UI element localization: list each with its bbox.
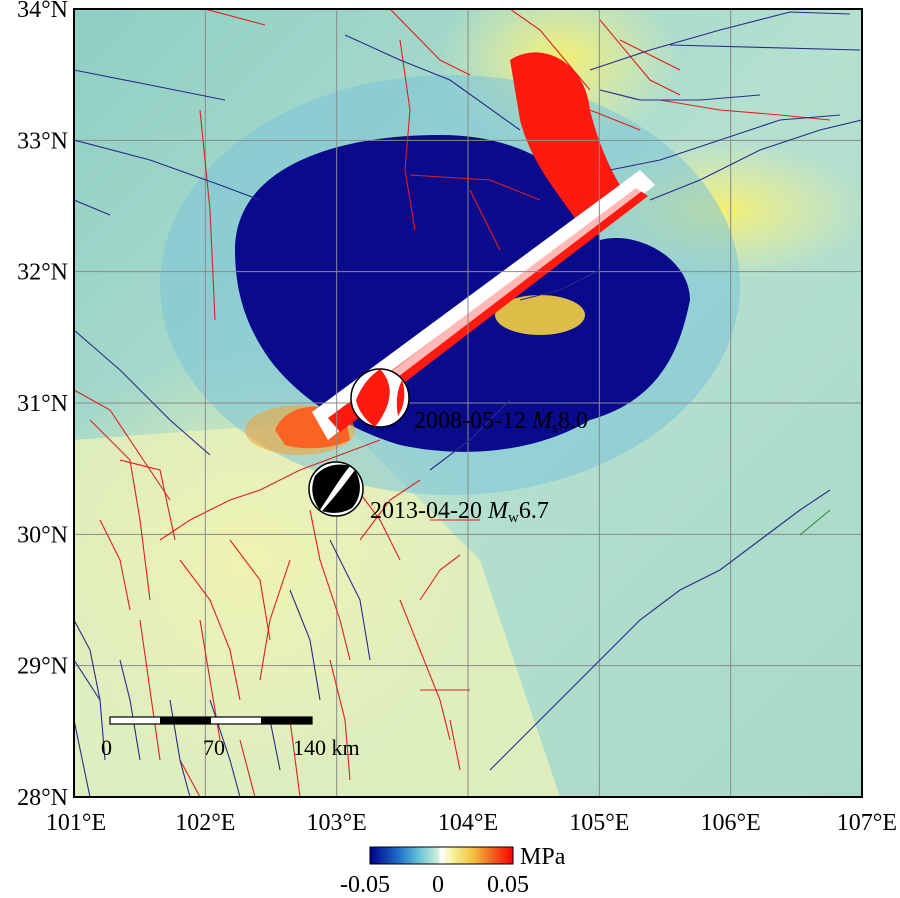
lat-tick-label: 30°N: [17, 522, 68, 548]
lat-tick-label: 32°N: [17, 260, 68, 286]
scale-bar: 0 70 140 km: [101, 716, 360, 760]
map-frame: [73, 8, 863, 798]
lat-tick-label: 28°N: [17, 785, 68, 811]
colorbar-tick-min: -0.05: [340, 872, 390, 898]
lon-tick-label: 102°E: [175, 810, 235, 836]
stress-field: [74, 9, 862, 797]
scale-label-140: 140 km: [293, 735, 360, 760]
lon-tick-label: 103°E: [307, 810, 367, 836]
scale-label-70: 70: [203, 735, 225, 760]
lon-tick-label: 101°E: [46, 810, 106, 836]
colorbar-tick-zero: 0: [432, 872, 444, 898]
colorbar: MPa -0.05 0 0.05: [340, 844, 566, 898]
event-label-2013: 2013-04-20 Mw6.7: [370, 498, 549, 526]
scale-label-0: 0: [101, 735, 112, 760]
beach-ball-2008: [350, 368, 410, 428]
graticule: [74, 9, 862, 797]
lon-tick-label: 104°E: [438, 810, 498, 836]
colorbar-tick-max: 0.05: [487, 872, 529, 898]
lat-tick-label: 34°N: [17, 0, 68, 23]
lon-tick-label: 105°E: [569, 810, 629, 836]
lat-tick-label: 33°N: [17, 128, 68, 154]
rupture-plane: [312, 170, 655, 440]
latitude-axis: 28°N 29°N 30°N 31°N 32°N 33°N 34°N: [17, 0, 68, 811]
lon-tick-label: 107°E: [837, 810, 897, 836]
longitude-axis: 101°E 102°E 103°E 104°E 105°E 106°E 107°E: [46, 810, 897, 836]
faults-blue: [74, 11, 862, 797]
lat-tick-label: 31°N: [17, 391, 68, 417]
colorbar-unit: MPa: [520, 844, 566, 870]
lon-tick-label: 106°E: [701, 810, 761, 836]
event-label-2008: 2008-05-12 Ms8.0: [414, 408, 588, 436]
lat-tick-label: 29°N: [17, 654, 68, 680]
positive-stress-lobe-north: [510, 52, 630, 225]
beach-ball-2013: [308, 461, 364, 517]
